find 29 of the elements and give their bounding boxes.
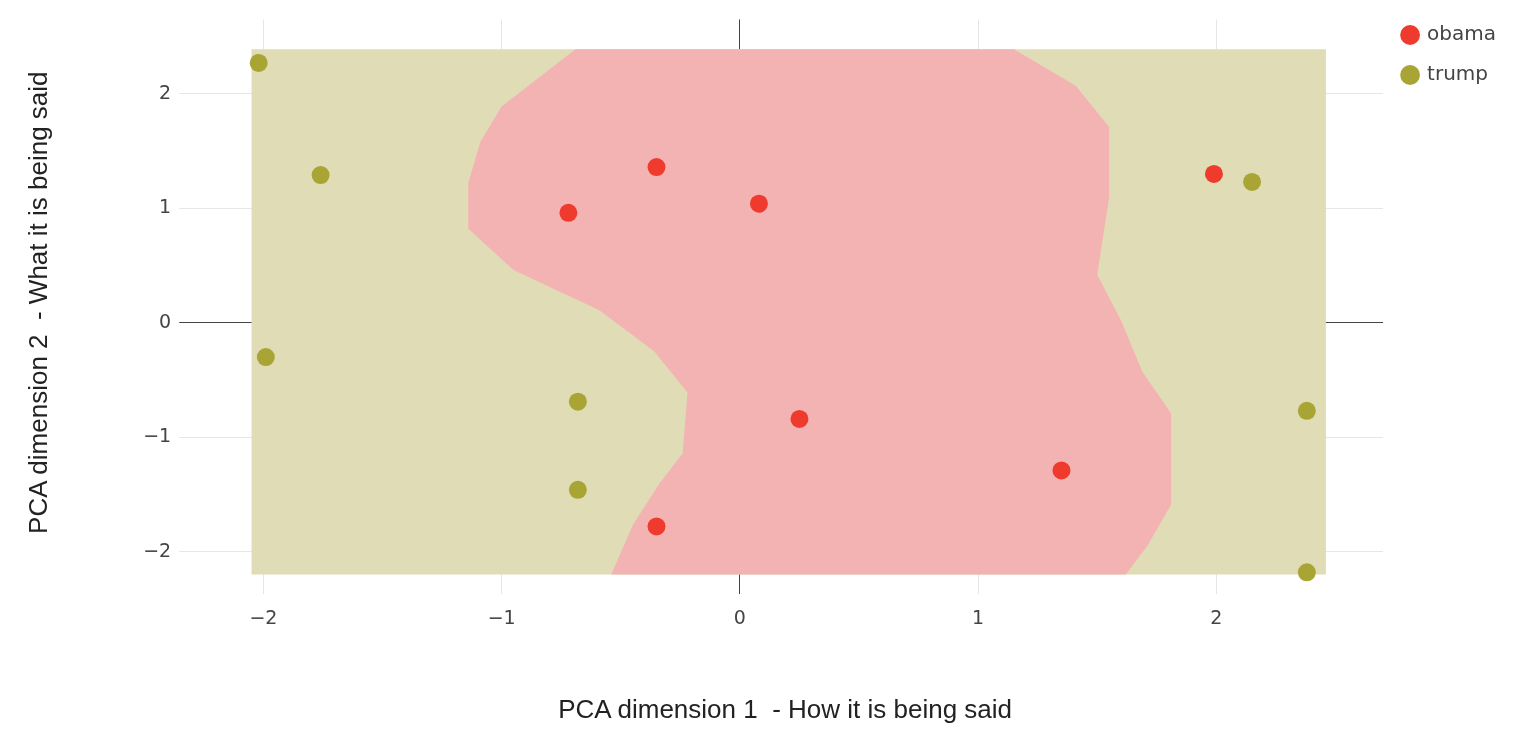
- legend-label: trump: [1427, 61, 1488, 86]
- y-tick-label: 2: [159, 80, 172, 103]
- y-axis-title: PCA dimension 2 - What it is being said: [22, 71, 53, 534]
- point: [1052, 461, 1071, 480]
- point: [311, 166, 330, 185]
- point: [647, 517, 666, 536]
- point: [256, 348, 275, 367]
- y-tick-label: −1: [143, 424, 172, 447]
- y-tick-label: 0: [159, 309, 172, 332]
- point: [647, 158, 666, 177]
- point: [568, 392, 587, 411]
- point: [249, 53, 268, 72]
- point: [749, 194, 768, 213]
- point: [1204, 164, 1223, 183]
- point: [1297, 401, 1316, 420]
- point: [568, 480, 587, 499]
- point: [1243, 172, 1262, 191]
- x-axis-title: PCA dimension 1 - How it is being said: [558, 693, 1013, 724]
- x-tick-label: 2: [1210, 606, 1223, 629]
- point: [559, 203, 578, 222]
- y-tick-label: −2: [143, 538, 172, 561]
- x-tick-label: 1: [972, 606, 985, 629]
- x-tick-label: −1: [487, 606, 516, 629]
- point: [790, 409, 809, 428]
- point: [1297, 563, 1316, 582]
- x-tick-label: −2: [249, 606, 278, 629]
- x-tick-label: 0: [733, 606, 746, 629]
- y-tick-label: 1: [159, 195, 172, 218]
- legend-label: obama: [1427, 21, 1497, 46]
